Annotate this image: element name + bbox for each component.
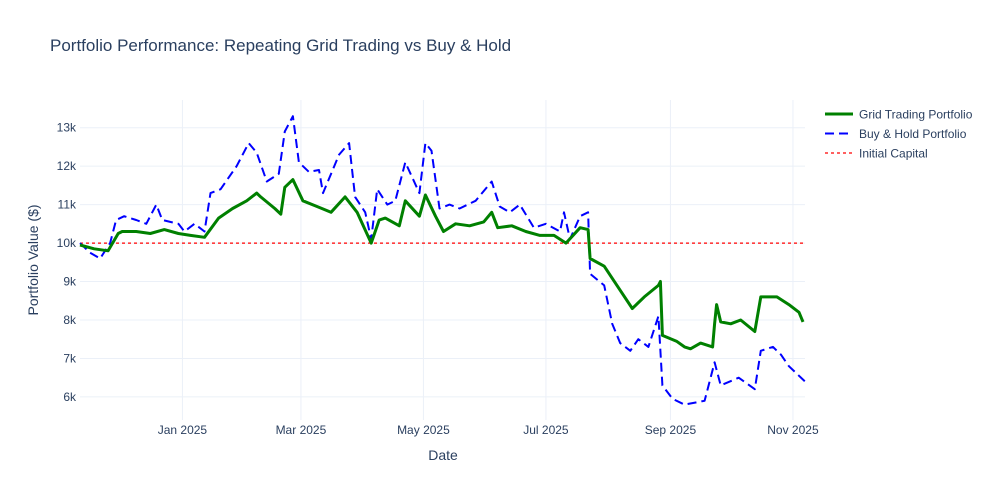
legend-item[interactable]: Buy & Hold Portfolio (825, 127, 967, 141)
legend-label: Grid Trading Portfolio (859, 108, 973, 122)
x-tick-label: May 2025 (397, 423, 450, 437)
y-axis-ticks: 6k 7k 8k 9k 10k 11k 12k 13k (57, 121, 77, 404)
legend-label: Buy & Hold Portfolio (859, 127, 967, 141)
x-tick-label: Mar 2025 (276, 423, 327, 437)
legend-label: Initial Capital (859, 147, 928, 161)
y-tick-label: 9k (63, 275, 77, 289)
y-tick-label: 8k (63, 313, 77, 327)
series-line-grid-trading-portfolio (79, 178, 805, 351)
x-tick-label: Jul 2025 (523, 423, 569, 437)
y-tick-label: 6k (63, 390, 77, 404)
gridlines (80, 100, 805, 420)
x-axis-ticks: Jan 2025 Mar 2025 May 2025 Jul 2025 Sep 2025… (158, 423, 819, 437)
x-axis-label: Date (428, 447, 458, 463)
y-tick-label: 10k (57, 236, 77, 250)
legend-item[interactable]: Initial Capital (825, 147, 928, 161)
x-tick-label: Nov 2025 (767, 423, 819, 437)
y-tick-label: 12k (57, 159, 77, 173)
chart-title: Portfolio Performance: Repeating Grid Tr… (50, 36, 511, 55)
y-tick-label: 7k (63, 351, 77, 365)
legend: Grid Trading Portfolio Buy & Hold Portfol… (825, 108, 973, 161)
plot-lines (79, 115, 806, 406)
series-line-buy-hold-portfolio (79, 115, 806, 406)
y-tick-label: 13k (57, 121, 77, 135)
x-tick-label: Jan 2025 (158, 423, 208, 437)
y-tick-label: 11k (58, 198, 77, 212)
x-tick-label: Sep 2025 (645, 423, 697, 437)
y-axis-label: Portfolio Value ($) (25, 204, 41, 315)
legend-item[interactable]: Grid Trading Portfolio (825, 108, 973, 122)
